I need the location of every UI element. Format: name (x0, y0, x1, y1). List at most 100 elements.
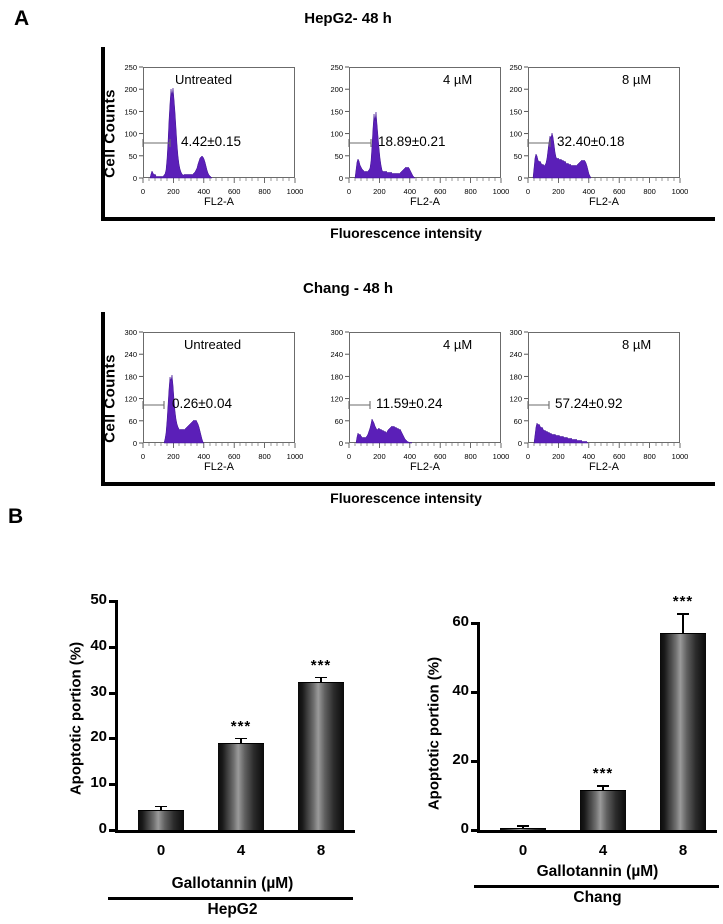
hepg2-x-axis-label: Fluorescence intensity (330, 225, 482, 241)
y-tick-mark (109, 829, 117, 832)
svg-text:150: 150 (509, 107, 522, 116)
apoptotic-percent-label: 11.59±0.24 (376, 396, 443, 411)
svg-text:250: 250 (330, 63, 343, 72)
svg-text:600: 600 (434, 187, 447, 196)
error-bar-cap (315, 676, 327, 679)
svg-text:120: 120 (330, 395, 343, 404)
svg-text:150: 150 (124, 107, 137, 116)
condition-label: 8 µM (622, 337, 652, 352)
svg-text:150: 150 (330, 107, 343, 116)
svg-text:100: 100 (509, 130, 522, 139)
svg-text:0: 0 (133, 174, 137, 183)
chang-y-axis-line (477, 622, 480, 833)
svg-text:200: 200 (167, 452, 180, 461)
flow-histogram-svg: 300 240 180 120 60 0 (330, 328, 509, 461)
svg-text:0: 0 (347, 452, 351, 461)
svg-text:100: 100 (330, 130, 343, 139)
y-tick-mark (109, 600, 117, 603)
error-bar (240, 737, 242, 744)
x-tick-label: 4 (598, 842, 608, 859)
y-tick-mark (109, 737, 117, 741)
error-bar (320, 676, 322, 682)
svg-text:50: 50 (129, 152, 137, 161)
fl2a-axis-label: FL2-A (410, 461, 440, 473)
bar[interactable] (218, 743, 264, 830)
chang-cytogram-4um[interactable]: 300 240 180 120 60 0 (318, 323, 513, 473)
apoptotic-percent-label: 18.89±0.21 (378, 134, 446, 149)
svg-text:600: 600 (228, 187, 241, 196)
svg-text:60: 60 (129, 417, 137, 426)
svg-text:200: 200 (330, 85, 343, 94)
bar[interactable] (298, 681, 344, 830)
svg-text:60: 60 (514, 417, 522, 426)
bar[interactable] (500, 828, 546, 830)
hepg2-bar-chart[interactable]: Apoptotic portion (%) 0 10 20 30 40 50 *** ***… (20, 585, 365, 918)
svg-text:1000: 1000 (287, 187, 304, 196)
svg-text:300: 300 (124, 328, 137, 337)
y-tick-label: 40 (90, 636, 107, 654)
fl2a-axis-label: FL2-A (204, 461, 234, 473)
svg-text:180: 180 (330, 372, 343, 381)
svg-text:300: 300 (330, 328, 343, 337)
x-tick-label: 0 (518, 842, 528, 859)
bar[interactable] (580, 790, 626, 830)
svg-text:0: 0 (347, 187, 351, 196)
chang-bar-x-axis-title: Gallotannin (µM) (536, 863, 659, 880)
y-tick-label: 30 (90, 682, 107, 700)
svg-text:250: 250 (509, 63, 522, 72)
svg-text:400: 400 (583, 452, 596, 461)
hepg2-y-axis-line (115, 600, 118, 833)
chang-cytogram-untreated[interactable]: 300 240 180 120 60 0 (112, 323, 307, 473)
condition-label: Untreated (175, 72, 233, 87)
hepg2-cytogram-untreated[interactable]: 250 200 150 100 50 0 (112, 58, 307, 208)
apoptotic-percent-label: 0.26±0.04 (172, 396, 232, 411)
flow-histogram-svg: 250 200 150 100 50 0 (124, 63, 304, 196)
svg-text:240: 240 (509, 350, 522, 359)
y-tick-label: 0 (98, 820, 107, 837)
svg-text:1000: 1000 (672, 187, 689, 196)
bar[interactable] (138, 809, 184, 830)
svg-text:0: 0 (133, 439, 137, 448)
chang-axis-frame (101, 312, 715, 486)
svg-text:200: 200 (373, 187, 386, 196)
svg-text:1000: 1000 (287, 452, 304, 461)
flow-histogram-svg: 300 240 180 120 60 0 (509, 328, 688, 461)
condition-label: Untreated (184, 337, 242, 352)
chang-cytogram-8um[interactable]: 300 240 180 120 60 0 (497, 323, 692, 473)
condition-label: 4 µM (443, 337, 473, 352)
x-tick-label: 0 (156, 842, 166, 859)
svg-text:200: 200 (373, 452, 386, 461)
y-tick-label: 20 (452, 751, 469, 768)
bar[interactable] (660, 632, 706, 830)
svg-text:0: 0 (526, 187, 530, 196)
fl2a-axis-label: FL2-A (204, 196, 234, 208)
svg-text:200: 200 (167, 187, 180, 196)
chang-x-axis-label: Fluorescence intensity (330, 490, 482, 506)
error-bar (602, 785, 604, 790)
error-bar (682, 613, 684, 633)
chang-bar-y-axis-label: Apoptotic portion (%) (425, 656, 443, 811)
svg-text:400: 400 (583, 187, 596, 196)
flow-histogram-svg: 250 200 150 100 50 0 (330, 63, 509, 196)
svg-text:300: 300 (509, 328, 522, 337)
svg-text:50: 50 (514, 152, 522, 161)
apoptotic-percent-label: 4.42±0.15 (181, 134, 241, 149)
y-tick-mark (109, 691, 117, 695)
significance-stars: *** (672, 593, 694, 611)
error-bar-cap (517, 825, 529, 827)
svg-text:400: 400 (404, 187, 417, 196)
apoptotic-percent-label: 57.24±0.92 (555, 396, 623, 411)
y-tick-mark (471, 760, 479, 763)
y-tick-label: 0 (460, 820, 469, 837)
chang-bar-chart[interactable]: Apoptotic portion (%) 0 20 40 60 *** *** 0 4 8… (382, 585, 723, 915)
chang-x-axis-line (477, 830, 717, 833)
svg-text:0: 0 (518, 174, 522, 183)
hepg2-cytogram-8um[interactable]: 250 200 150 100 50 0 (497, 58, 692, 208)
svg-text:0: 0 (339, 439, 343, 448)
flow-histogram-svg: 300 240 180 120 60 0 (124, 328, 304, 461)
y-tick-mark (109, 645, 117, 649)
svg-text:120: 120 (509, 395, 522, 404)
svg-text:0: 0 (141, 452, 145, 461)
hepg2-cytogram-4um[interactable]: 250 200 150 100 50 0 (318, 58, 513, 208)
error-bar (160, 805, 162, 810)
